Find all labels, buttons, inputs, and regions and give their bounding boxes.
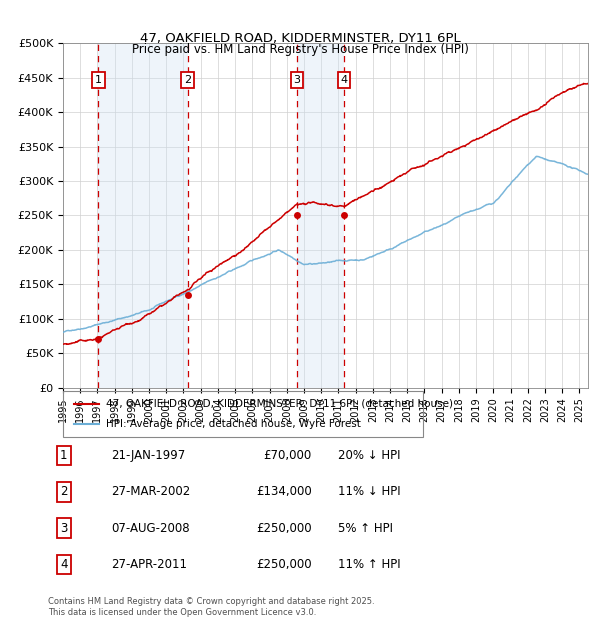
Text: 27-APR-2011: 27-APR-2011 <box>112 558 187 571</box>
Text: 2: 2 <box>60 485 68 498</box>
Bar <box>297 43 344 388</box>
Text: 20% ↓ HPI: 20% ↓ HPI <box>338 449 401 462</box>
Text: £70,000: £70,000 <box>264 449 312 462</box>
Text: £250,000: £250,000 <box>256 558 312 571</box>
Text: 07-AUG-2008: 07-AUG-2008 <box>112 521 190 534</box>
Text: 4: 4 <box>60 558 68 571</box>
Text: £250,000: £250,000 <box>256 521 312 534</box>
Text: £134,000: £134,000 <box>256 485 312 498</box>
Text: 2: 2 <box>184 75 191 85</box>
Text: 3: 3 <box>293 75 301 85</box>
Text: 11% ↓ HPI: 11% ↓ HPI <box>338 485 401 498</box>
Text: 1: 1 <box>60 449 68 462</box>
Text: 1: 1 <box>95 75 102 85</box>
Text: 5% ↑ HPI: 5% ↑ HPI <box>338 521 394 534</box>
Text: Contains HM Land Registry data © Crown copyright and database right 2025.
This d: Contains HM Land Registry data © Crown c… <box>48 598 374 617</box>
Text: HPI: Average price, detached house, Wyre Forest: HPI: Average price, detached house, Wyre… <box>106 419 361 429</box>
Text: Price paid vs. HM Land Registry's House Price Index (HPI): Price paid vs. HM Land Registry's House … <box>131 43 469 56</box>
Text: 11% ↑ HPI: 11% ↑ HPI <box>338 558 401 571</box>
Text: 47, OAKFIELD ROAD, KIDDERMINSTER, DY11 6PL: 47, OAKFIELD ROAD, KIDDERMINSTER, DY11 6… <box>140 32 460 45</box>
Text: 4: 4 <box>340 75 347 85</box>
Text: 47, OAKFIELD ROAD, KIDDERMINSTER, DY11 6PL (detached house): 47, OAKFIELD ROAD, KIDDERMINSTER, DY11 6… <box>106 399 453 409</box>
Bar <box>98 43 188 388</box>
Text: 27-MAR-2002: 27-MAR-2002 <box>112 485 191 498</box>
Text: 3: 3 <box>60 521 68 534</box>
Text: 21-JAN-1997: 21-JAN-1997 <box>112 449 185 462</box>
